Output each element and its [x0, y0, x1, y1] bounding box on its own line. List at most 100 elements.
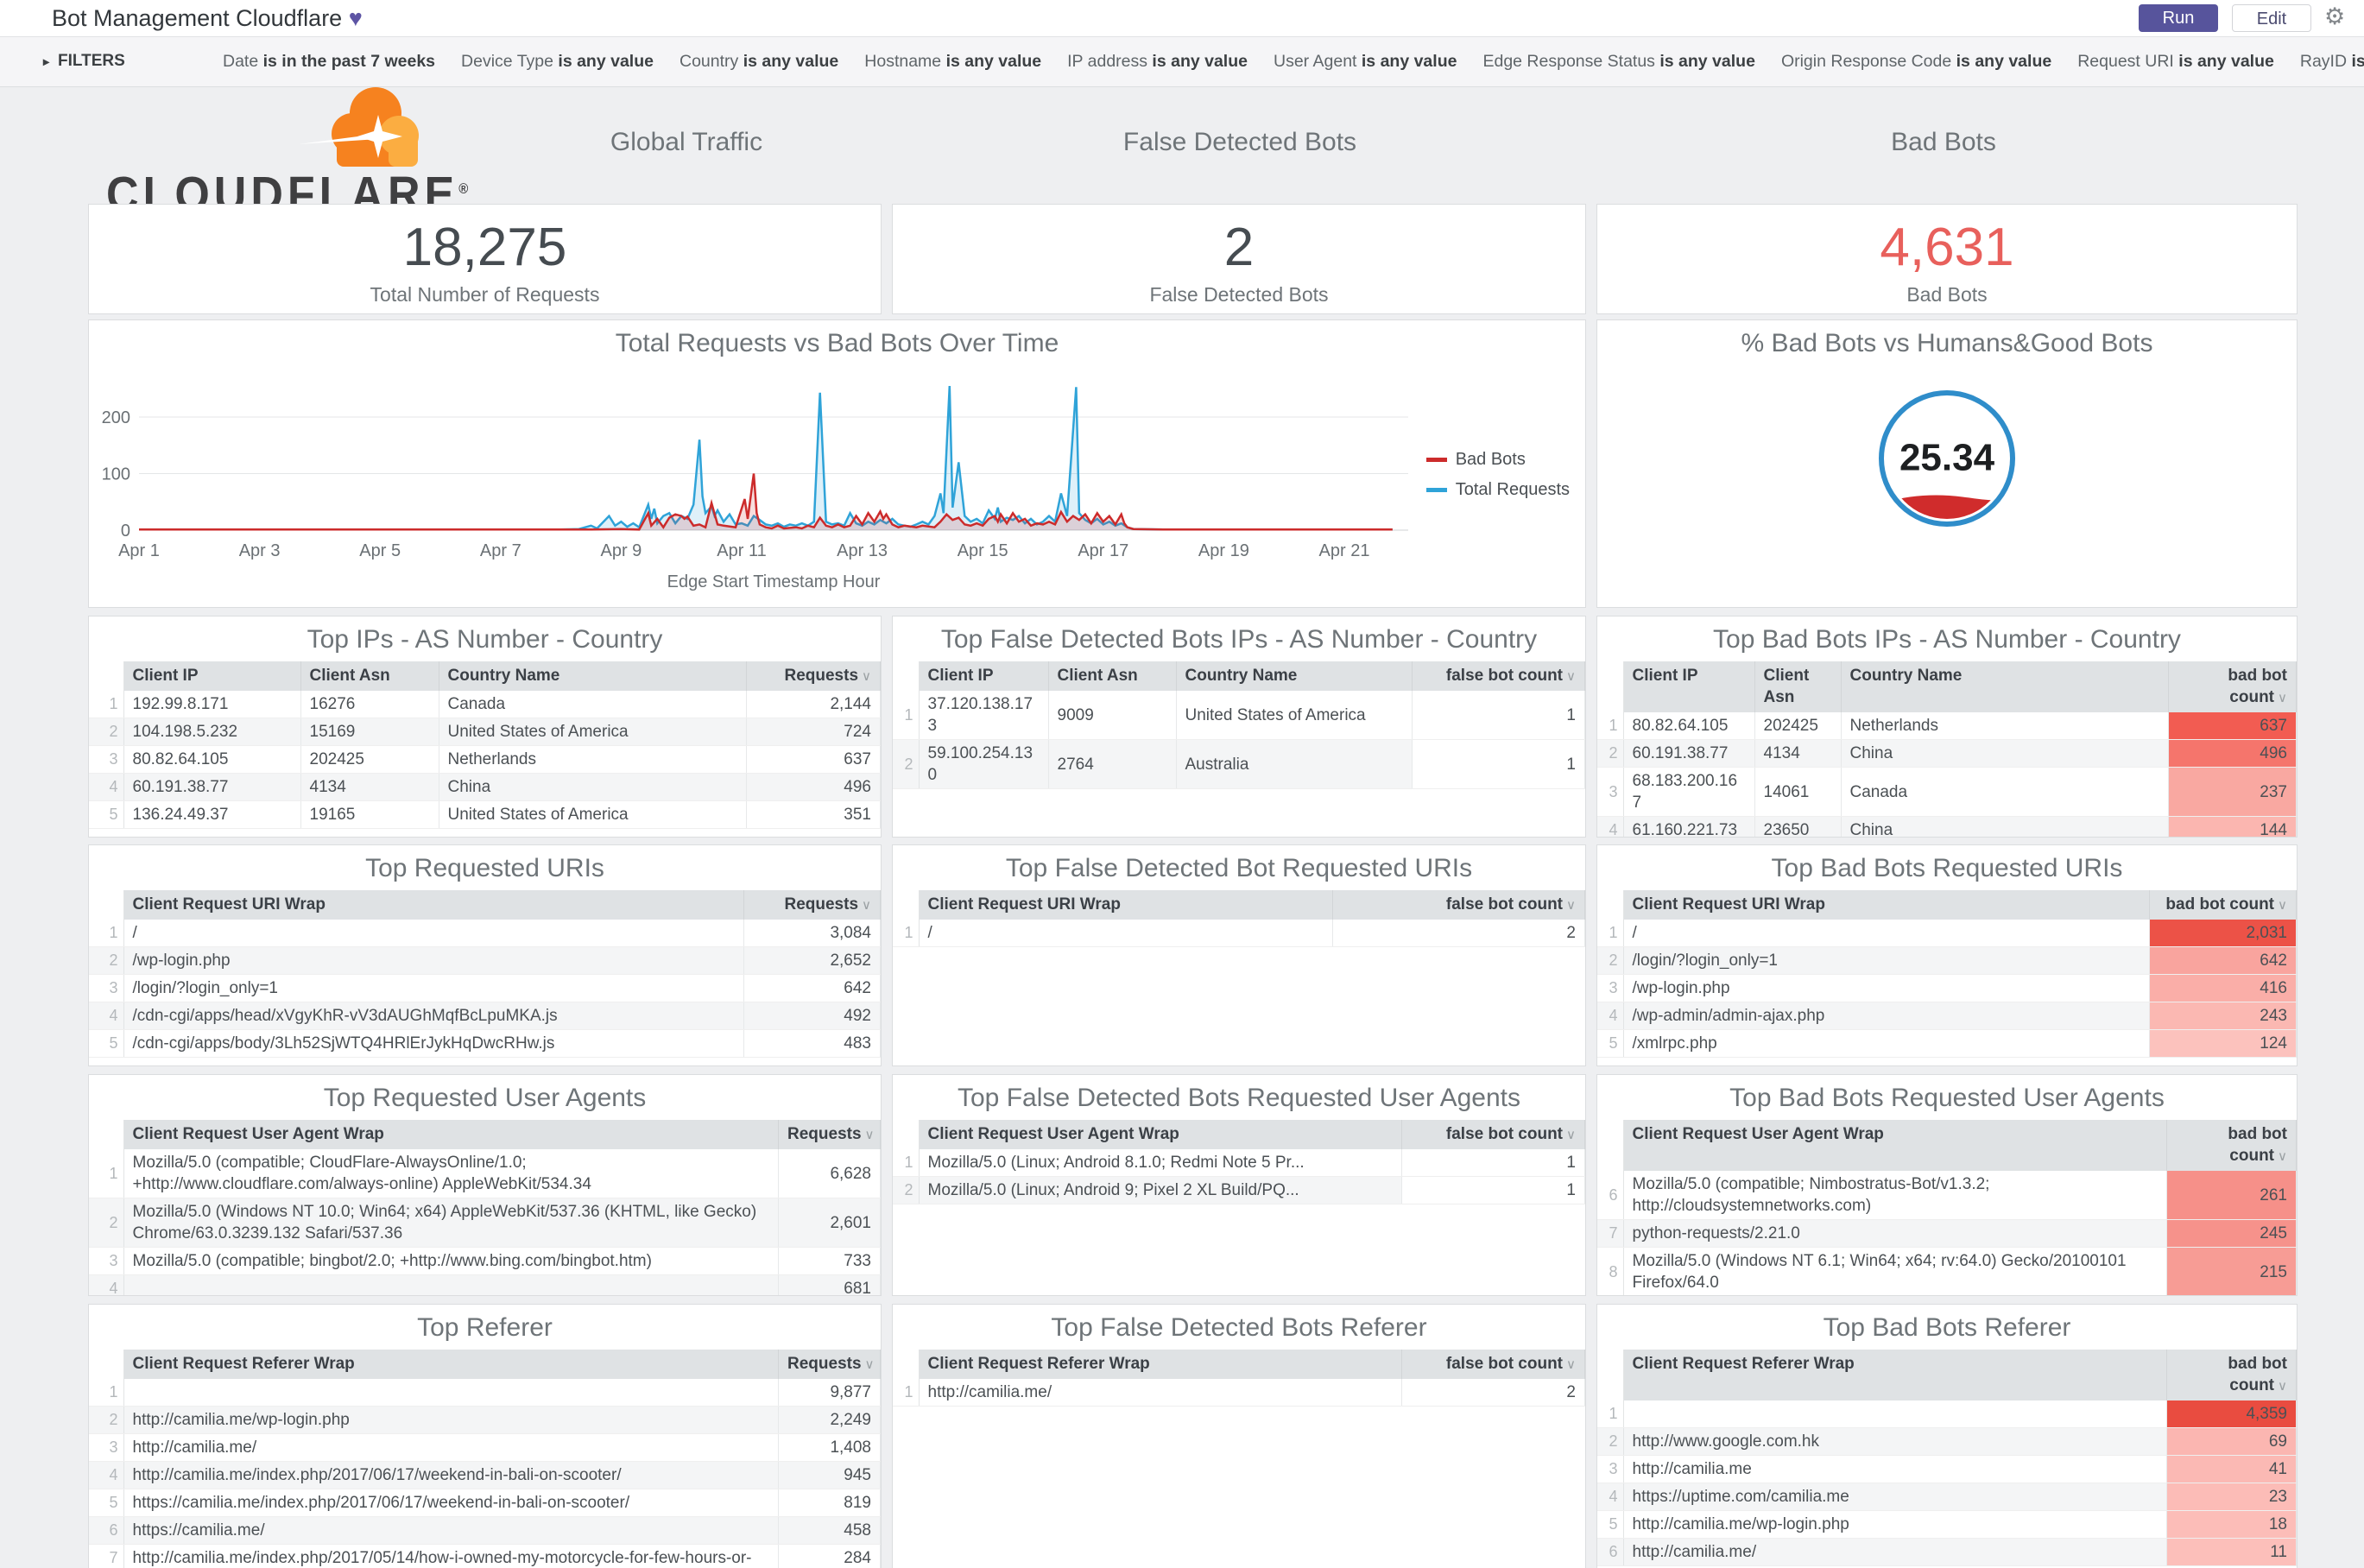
table-cell[interactable]: 284: [778, 1544, 881, 1568]
table-cell[interactable]: 642: [2149, 946, 2297, 975]
table-cell[interactable]: 637: [2168, 712, 2297, 740]
table-cell[interactable]: /login/?login_only=1: [123, 974, 744, 1002]
table-cell[interactable]: 733: [778, 1247, 881, 1275]
sort-chevron-icon[interactable]: ∨: [2278, 1379, 2287, 1394]
table-cell[interactable]: /cdn-cgi/apps/body/3Lh52SjWTQ4HRlErJykHq…: [123, 1029, 744, 1058]
table-cell[interactable]: [1623, 1400, 2167, 1428]
table-cell[interactable]: 19165: [300, 800, 439, 829]
sort-chevron-icon[interactable]: ∨: [1566, 669, 1576, 684]
table-cell[interactable]: 1: [1401, 1149, 1585, 1177]
sort-chevron-icon[interactable]: ∨: [862, 669, 871, 684]
kpi-total-requests-value[interactable]: 18,275: [402, 218, 567, 277]
edit-button[interactable]: Edit: [2232, 4, 2311, 32]
column-header[interactable]: false bot count ∨: [1401, 1120, 1585, 1149]
table-cell[interactable]: 23: [2166, 1483, 2297, 1511]
sort-chevron-icon[interactable]: ∨: [862, 898, 871, 913]
table-cell[interactable]: 637: [746, 745, 881, 774]
table-cell[interactable]: 496: [2168, 739, 2297, 768]
table-cell[interactable]: 15169: [300, 718, 439, 746]
table-cell[interactable]: United States of America: [1176, 691, 1413, 740]
table-cell[interactable]: Mozilla/5.0 (Windows NT 6.1; Win64; x64;…: [1623, 1247, 2167, 1295]
table-cell[interactable]: 2,144: [746, 691, 881, 718]
table-cell[interactable]: https://camilia.me/: [123, 1516, 779, 1545]
column-header[interactable]: bad bot count ∨: [2166, 1120, 2297, 1171]
filters-toggle[interactable]: ▸ FILTERS: [43, 52, 125, 70]
column-header[interactable]: bad bot count ∨: [2168, 661, 2297, 712]
table-cell[interactable]: 351: [746, 800, 881, 829]
table-cell[interactable]: 16276: [300, 691, 439, 718]
kpi-bad-bots-value[interactable]: 4,631: [1880, 218, 2014, 277]
table-cell[interactable]: http://www.google.com.hk: [1623, 1427, 2167, 1456]
table-cell[interactable]: 724: [746, 718, 881, 746]
table-cell[interactable]: Mozilla/5.0 (Linux; Android 9; Pixel 2 X…: [919, 1176, 1402, 1204]
table-cell[interactable]: China: [439, 773, 747, 801]
table-cell[interactable]: [123, 1274, 779, 1295]
table-cell[interactable]: /wp-login.php: [123, 946, 744, 975]
sort-chevron-icon[interactable]: ∨: [2278, 1149, 2287, 1164]
table-cell[interactable]: Mozilla/5.0 (Windows NT 10.0; Win64; x64…: [123, 1198, 779, 1248]
table-cell[interactable]: 14061: [1754, 767, 1842, 817]
table-cell[interactable]: 60.191.38.77: [123, 773, 301, 801]
table-cell[interactable]: 458: [778, 1516, 881, 1545]
filter-item[interactable]: Date is in the past 7 weeks: [223, 52, 436, 71]
table-cell[interactable]: 18: [2166, 1510, 2297, 1539]
table-cell[interactable]: python-requests/2.21.0: [1623, 1219, 2167, 1248]
column-header[interactable]: bad bot count ∨: [2149, 890, 2297, 920]
table-cell[interactable]: 2,601: [778, 1198, 881, 1248]
table-cell[interactable]: 192.99.8.171: [123, 691, 301, 718]
table-cell[interactable]: 2: [1401, 1379, 1585, 1407]
table-cell[interactable]: 2764: [1048, 739, 1177, 789]
table-cell[interactable]: China: [1841, 739, 2169, 768]
sort-chevron-icon[interactable]: ∨: [2278, 691, 2287, 705]
run-button[interactable]: Run: [2139, 4, 2218, 32]
table-cell[interactable]: 4,359: [2166, 1400, 2297, 1428]
table-cell[interactable]: 1: [1412, 739, 1585, 789]
table-cell[interactable]: /login/?login_only=1: [1623, 946, 2150, 975]
filter-item[interactable]: User Agent is any value: [1274, 52, 1457, 71]
table-cell[interactable]: Mozilla/5.0 (Linux; Android 8.1.0; Redmi…: [919, 1149, 1402, 1177]
column-header[interactable]: false bot count ∨: [1332, 890, 1585, 920]
column-header[interactable]: false bot count ∨: [1412, 661, 1585, 691]
table-cell[interactable]: 6,628: [778, 1149, 881, 1198]
table-cell[interactable]: 68.183.200.167: [1623, 767, 1755, 817]
table-cell[interactable]: United States of America: [439, 718, 747, 746]
filter-item[interactable]: Hostname is any value: [864, 52, 1042, 71]
table-cell[interactable]: United States of America: [439, 800, 747, 829]
table-cell[interactable]: 2,249: [778, 1406, 881, 1434]
table-cell[interactable]: 104.198.5.232: [123, 718, 301, 746]
table-cell[interactable]: 3,084: [743, 920, 881, 947]
table-cell[interactable]: 245: [2166, 1219, 2297, 1248]
table-cell[interactable]: Canada: [1841, 767, 2169, 817]
filter-item[interactable]: RayID is any value: [2299, 52, 2364, 71]
table-cell[interactable]: 496: [746, 773, 881, 801]
legend-item[interactable]: Total Requests: [1425, 480, 1570, 500]
table-cell[interactable]: 80.82.64.105: [1623, 712, 1755, 740]
bad-bots-gauge[interactable]: 25.34: [1861, 372, 2033, 545]
filter-item[interactable]: Device Type is any value: [461, 52, 654, 71]
table-cell[interactable]: 1: [1401, 1176, 1585, 1204]
table-cell[interactable]: 4134: [1754, 739, 1842, 768]
table-cell[interactable]: 4134: [300, 773, 439, 801]
filter-item[interactable]: IP address is any value: [1067, 52, 1248, 71]
table-cell[interactable]: 11: [2166, 1538, 2297, 1566]
table-cell[interactable]: Netherlands: [439, 745, 747, 774]
table-cell[interactable]: http://camilia.me: [1623, 1455, 2167, 1483]
table-cell[interactable]: /cdn-cgi/apps/head/xVgyKhR-vV3dAUGhMqfBc…: [123, 1002, 744, 1030]
column-header[interactable]: Requests ∨: [778, 1350, 881, 1379]
table-cell[interactable]: 69: [2166, 1427, 2297, 1456]
table-cell[interactable]: 41: [2166, 1455, 2297, 1483]
legend-item[interactable]: Bad Bots: [1425, 450, 1570, 470]
table-cell[interactable]: Mozilla/5.0 (compatible; bingbot/2.0; +h…: [123, 1247, 779, 1275]
table-cell[interactable]: http://camilia.me/wp-login.php: [123, 1406, 779, 1434]
sort-chevron-icon[interactable]: ∨: [1566, 1128, 1576, 1142]
table-cell[interactable]: 261: [2166, 1171, 2297, 1220]
timeseries-chart[interactable]: 0 100 200 Apr 1 Apr 3 Apr 5 Apr 7 Apr 9 Apr 11 Ap…: [89, 360, 1585, 602]
sort-chevron-icon[interactable]: ∨: [864, 1128, 875, 1142]
table-cell[interactable]: /wp-login.php: [1623, 974, 2150, 1002]
sort-chevron-icon[interactable]: ∨: [2278, 898, 2287, 913]
table-cell[interactable]: 9,877: [778, 1379, 881, 1407]
sort-chevron-icon[interactable]: ∨: [864, 1357, 875, 1372]
filter-item[interactable]: Edge Response Status is any value: [1482, 52, 1755, 71]
table-cell[interactable]: 243: [2149, 1002, 2297, 1030]
sort-chevron-icon[interactable]: ∨: [1566, 1357, 1576, 1372]
